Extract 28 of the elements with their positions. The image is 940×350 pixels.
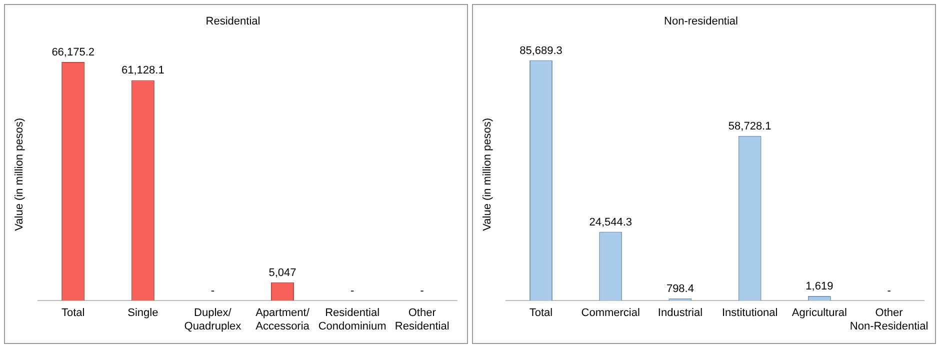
x-tick-label: Apartment/ Accessoria xyxy=(256,307,310,332)
data-label: 61,128.1 xyxy=(121,64,164,77)
data-label: 5,047 xyxy=(268,266,296,279)
x-tick-label: Duplex/ Quadruplex xyxy=(184,307,242,332)
data-label: 66,175.2 xyxy=(52,46,95,59)
data-label: 24,544.3 xyxy=(589,216,632,228)
x-tick-label: Agricultural xyxy=(792,307,847,320)
chart-title: Non-residential xyxy=(664,16,738,28)
data-label: 85,689.3 xyxy=(520,44,562,57)
data-label: 58,728.1 xyxy=(728,120,772,132)
x-tick-label: Residential Condominium xyxy=(318,307,386,332)
x-tick-label: Industrial xyxy=(658,307,703,320)
y-axis-title: Value (in million pesos) xyxy=(482,118,494,231)
x-tick-label: Commercial xyxy=(581,307,640,320)
chart-title: Residential xyxy=(206,16,260,28)
x-tick-label: Total xyxy=(61,307,85,320)
data-label: - xyxy=(350,285,354,298)
x-tick-label: Total xyxy=(529,307,553,320)
data-label: 1,619 xyxy=(806,280,834,293)
y-axis-title: Value (in million pesos) xyxy=(14,118,26,231)
x-tick-label: Single xyxy=(128,307,158,320)
data-label: - xyxy=(887,285,892,298)
x-tick-label: Other Non-Residential xyxy=(850,307,928,332)
data-label: - xyxy=(420,285,424,298)
x-tick-label: Other Residential xyxy=(394,307,450,332)
x-tick-label: Institutional xyxy=(722,307,778,320)
data-label: 798.4 xyxy=(666,282,694,295)
data-label: - xyxy=(210,285,215,298)
